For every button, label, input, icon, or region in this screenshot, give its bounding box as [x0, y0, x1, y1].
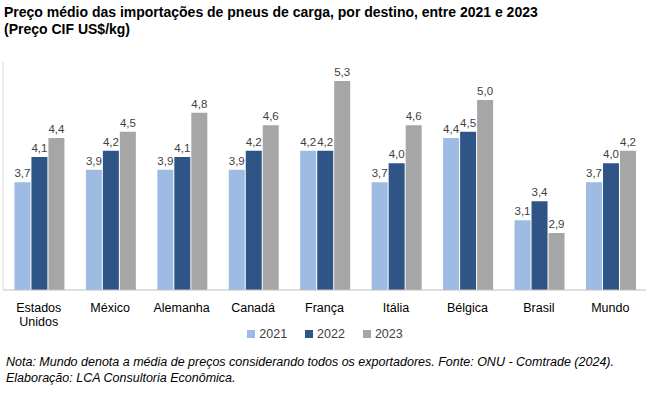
svg-text:Brasil: Brasil: [523, 301, 554, 315]
svg-text:2,9: 2,9: [549, 218, 565, 230]
svg-text:4,6: 4,6: [263, 110, 279, 122]
svg-text:4,5: 4,5: [120, 117, 136, 129]
html-text:Nota: Mundo denota a média de: Nota: Mundo denota a média de preços con…: [6, 355, 614, 385]
svg-text:3,9: 3,9: [229, 155, 245, 167]
html-text:(Preço CIF US$/kg): (Preço CIF US$/kg): [4, 21, 130, 37]
svg-text:3,7: 3,7: [372, 167, 388, 179]
svg-text:4,4: 4,4: [48, 123, 65, 135]
svg-text:5,3: 5,3: [334, 66, 350, 78]
svg-text:4,0: 4,0: [389, 148, 405, 160]
svg-text:4,1: 4,1: [174, 142, 190, 154]
html-text:2021: 2021: [259, 327, 288, 341]
svg-text:4,6: 4,6: [406, 110, 422, 122]
svg-text:3,1: 3,1: [515, 205, 531, 217]
svg-text:3,9: 3,9: [157, 155, 173, 167]
svg-text:México: México: [90, 301, 130, 315]
svg-text:França: França: [305, 301, 344, 315]
svg-text:EstadosUnidos: EstadosUnidos: [16, 301, 61, 326]
svg-text:4,2: 4,2: [620, 136, 636, 148]
svg-text:4,4: 4,4: [443, 123, 460, 135]
svg-text:4,2: 4,2: [300, 136, 316, 148]
svg-text:4,8: 4,8: [191, 98, 207, 110]
svg-text:4,2: 4,2: [246, 136, 262, 148]
svg-text:Alemanha: Alemanha: [153, 301, 209, 315]
svg-text:3,7: 3,7: [586, 167, 602, 179]
svg-text:Canadá: Canadá: [231, 301, 275, 315]
svg-text:3,4: 3,4: [532, 186, 549, 198]
svg-text:4,2: 4,2: [103, 136, 119, 148]
svg-text:5,0: 5,0: [477, 85, 493, 97]
svg-text:3,9: 3,9: [86, 155, 102, 167]
html-text:2022: 2022: [317, 327, 345, 341]
html-text:2023: 2023: [374, 327, 403, 341]
svg-text:4,5: 4,5: [460, 117, 476, 129]
svg-text:4,0: 4,0: [603, 148, 619, 160]
svg-text:4,2: 4,2: [317, 136, 333, 148]
svg-text:Mundo: Mundo: [591, 301, 629, 315]
html-text:Preço médio das importações de: Preço médio das importações de pneus de …: [4, 4, 538, 20]
svg-text:Itália: Itália: [383, 301, 409, 315]
svg-text:4,1: 4,1: [31, 142, 47, 154]
svg-text:Bélgica: Bélgica: [447, 301, 488, 315]
svg-text:3,7: 3,7: [14, 167, 30, 179]
